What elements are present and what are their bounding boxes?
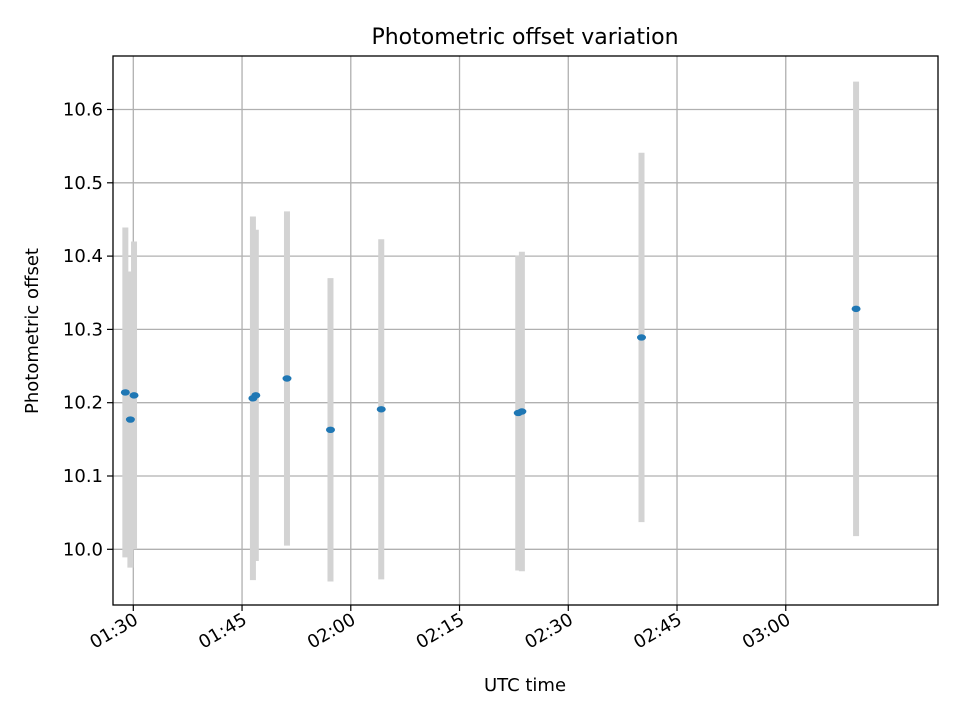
y-tick-label: 10.2	[63, 393, 103, 414]
y-tick-label: 10.4	[63, 246, 103, 267]
y-tick-label: 10.0	[63, 539, 103, 560]
data-point	[517, 408, 527, 415]
data-point	[125, 416, 135, 423]
data-point	[376, 406, 386, 413]
error-bars	[122, 81, 860, 582]
x-tick-label: 02:00	[304, 609, 359, 653]
x-tick-label: 01:30	[86, 609, 141, 653]
y-axis-ticks: 10.0 10.1 10.2 10.3 10.4 10.5 10.6	[63, 100, 113, 560]
x-tick-label: 02:30	[521, 609, 576, 653]
x-tick-label: 02:15	[413, 609, 468, 653]
data-points	[120, 305, 861, 434]
data-point	[251, 392, 261, 399]
plot-frame	[112, 55, 939, 606]
x-tick-label: 03:00	[739, 609, 794, 653]
y-axis-label: Photometric offset	[22, 248, 43, 414]
y-tick-label: 10.3	[63, 319, 103, 340]
grid-lines	[113, 56, 938, 605]
x-tick-label: 01:45	[195, 609, 250, 653]
x-tick-label: 02:45	[630, 609, 685, 653]
data-point	[636, 334, 646, 341]
x-axis-ticks: 01:30 01:45 02:00 02:15 02:30 02:45 03:00	[86, 605, 794, 653]
data-point	[851, 305, 861, 313]
data-point	[129, 392, 139, 399]
chart-title: Photometric offset variation	[371, 25, 678, 50]
y-tick-label: 10.6	[63, 100, 103, 121]
y-tick-label: 10.1	[63, 466, 103, 487]
data-point	[325, 426, 335, 434]
y-tick-label: 10.5	[63, 173, 103, 194]
x-axis-label: UTC time	[484, 675, 566, 696]
data-point	[120, 389, 130, 396]
data-point	[282, 375, 292, 382]
